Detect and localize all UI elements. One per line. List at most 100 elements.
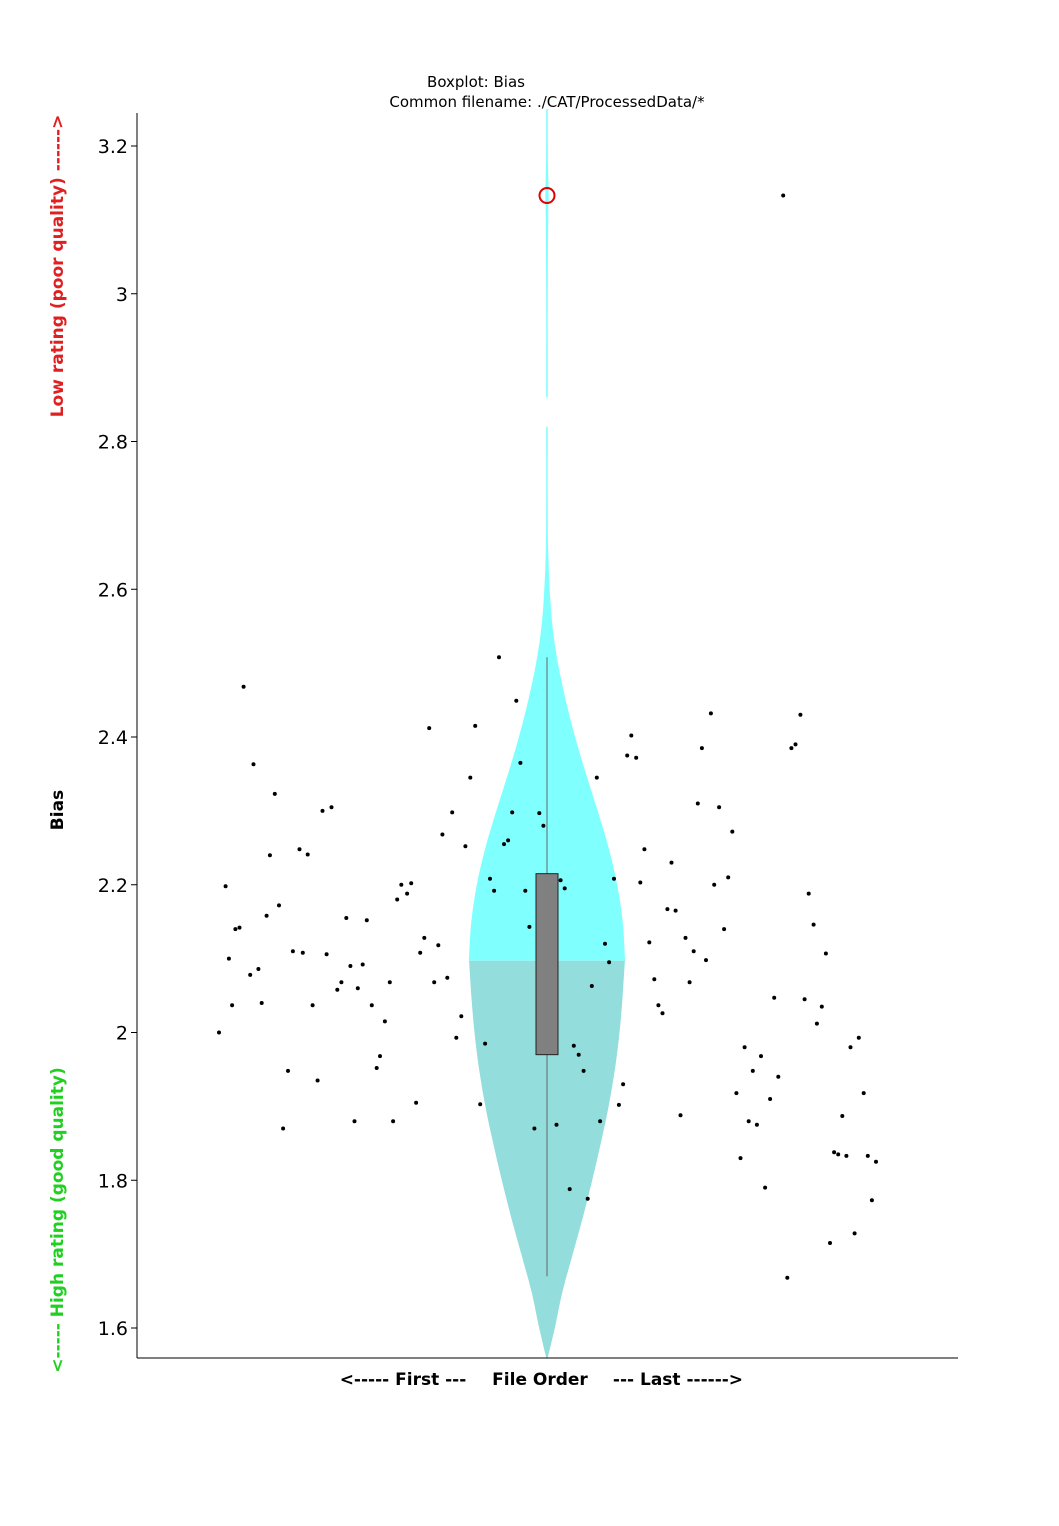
data-point: [678, 1113, 683, 1118]
data-point: [687, 980, 692, 985]
data-point: [759, 1054, 763, 1059]
y-tick-label: 2.6: [98, 579, 128, 601]
data-point: [473, 723, 478, 728]
data-point: [518, 760, 523, 765]
chart-title: Boxplot: Bias: [427, 73, 525, 91]
data-point: [369, 1003, 374, 1008]
data-point: [454, 1035, 459, 1040]
data-point: [717, 805, 722, 810]
data-point: [798, 712, 803, 717]
data-point: [378, 1054, 382, 1059]
data-point: [352, 1119, 357, 1124]
y-tick-label: 2.8: [98, 432, 128, 454]
data-point: [230, 1003, 235, 1008]
data-point: [217, 1030, 221, 1035]
data-point: [233, 927, 238, 932]
data-point: [562, 886, 567, 891]
data-point: [789, 746, 794, 751]
data-point: [281, 1126, 286, 1131]
data-point: [251, 762, 256, 767]
data-point: [320, 808, 325, 813]
data-point: [514, 698, 519, 703]
quality-low-label: <----- High rating (good quality): [48, 1067, 68, 1372]
data-point: [793, 742, 798, 747]
data-point: [405, 891, 410, 896]
data-point: [305, 852, 310, 857]
data-point: [483, 1041, 488, 1046]
data-point: [264, 913, 269, 918]
data-point: [256, 967, 261, 971]
data-point: [746, 1119, 751, 1124]
data-point: [806, 891, 811, 896]
data-point: [814, 1021, 819, 1026]
y-tick-label: 1.8: [98, 1170, 128, 1192]
data-point: [811, 922, 816, 927]
data-point: [267, 853, 272, 858]
data-point: [567, 1187, 572, 1192]
x-label-first: <----- First ---: [340, 1370, 467, 1390]
data-point: [427, 726, 432, 731]
box-iqr: [535, 873, 559, 1056]
plot-area: [217, 109, 878, 1358]
data-point: [315, 1078, 320, 1083]
data-point: [286, 1068, 290, 1073]
data-point: [395, 897, 400, 902]
data-point: [832, 1150, 837, 1155]
data-point: [478, 1102, 483, 1107]
data-point: [642, 847, 647, 852]
data-point: [329, 805, 334, 810]
data-point: [348, 964, 353, 968]
y-tick-label: 2.4: [98, 727, 128, 749]
data-point: [414, 1100, 419, 1105]
data-point: [581, 1068, 586, 1073]
data-point: [785, 1275, 790, 1280]
data-point: [844, 1153, 849, 1158]
data-point: [399, 882, 404, 887]
data-point: [492, 888, 497, 893]
data-point: [300, 950, 305, 955]
data-point: [861, 1091, 866, 1096]
data-point: [869, 1198, 874, 1203]
data-point: [355, 986, 360, 991]
data-point: [223, 884, 228, 889]
data-point: [594, 775, 599, 780]
y-tick-label: 1.6: [98, 1318, 128, 1340]
violin-tail: [545, 109, 549, 398]
data-point: [603, 941, 607, 946]
data-point: [382, 1019, 387, 1024]
data-point: [621, 1082, 626, 1087]
data-point: [527, 924, 532, 929]
y-ticks: 1.6 1.8 2 2.2 2.4 2.6 2.8 3 3.2: [98, 136, 137, 1340]
data-point: [459, 1014, 464, 1019]
data-point: [237, 925, 242, 930]
data-point: [497, 655, 501, 660]
data-point: [537, 811, 542, 816]
data-point: [241, 684, 246, 689]
data-point: [625, 753, 630, 758]
data-point: [656, 1003, 661, 1008]
data-point: [823, 951, 828, 956]
data-point: [510, 810, 515, 815]
data-point: [738, 1156, 743, 1161]
data-point: [272, 791, 277, 796]
data-point: [865, 1153, 870, 1158]
y-tick-label: 3.2: [98, 136, 128, 158]
data-point: [665, 907, 670, 912]
data-point: [776, 1074, 781, 1079]
data-point: [339, 980, 344, 985]
data-point: [836, 1152, 841, 1157]
data-point: [532, 1126, 537, 1131]
data-point: [598, 1119, 603, 1124]
data-point: [450, 810, 455, 815]
data-point: [436, 943, 441, 948]
quality-high-label: Low rating (poor quality) ------>: [48, 115, 68, 418]
data-point: [418, 950, 423, 955]
data-point: [691, 949, 696, 954]
data-point: [629, 733, 634, 738]
data-point: [585, 1196, 590, 1201]
data-point: [387, 980, 392, 985]
data-point: [391, 1119, 396, 1124]
data-point: [248, 972, 253, 977]
data-point: [324, 952, 329, 957]
